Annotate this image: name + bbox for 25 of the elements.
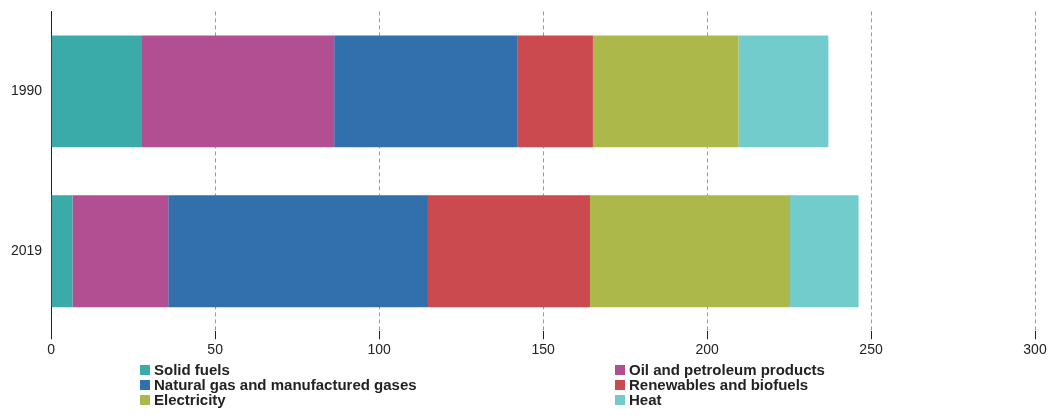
legend-label: Oil and petroleum products — [629, 361, 825, 378]
x-tick-label: 200 — [695, 341, 719, 358]
x-tick-label: 50 — [207, 341, 224, 358]
bar — [589, 195, 791, 308]
x-tick-label: 300 — [1023, 341, 1047, 358]
bar — [592, 35, 739, 148]
bar — [51, 195, 73, 308]
legend-label: Solid fuels — [154, 361, 230, 378]
bar — [790, 195, 859, 308]
bar — [72, 195, 169, 308]
bar — [51, 35, 142, 148]
legend-label: Heat — [629, 391, 662, 408]
bar — [517, 35, 593, 148]
y-tick-label: 1990 — [10, 82, 43, 99]
bar — [141, 35, 335, 148]
bar — [168, 195, 428, 308]
bar — [427, 195, 590, 308]
legend-label: Natural gas and manufactured gases — [154, 376, 417, 393]
y-tick-label: 2019 — [10, 242, 43, 259]
x-tick-label: 250 — [859, 341, 883, 358]
x-tick-label: 0 — [47, 341, 56, 358]
bar — [334, 35, 518, 148]
x-tick-label: 100 — [367, 341, 391, 358]
bar — [738, 35, 829, 148]
x-tick-label: 150 — [531, 341, 555, 358]
